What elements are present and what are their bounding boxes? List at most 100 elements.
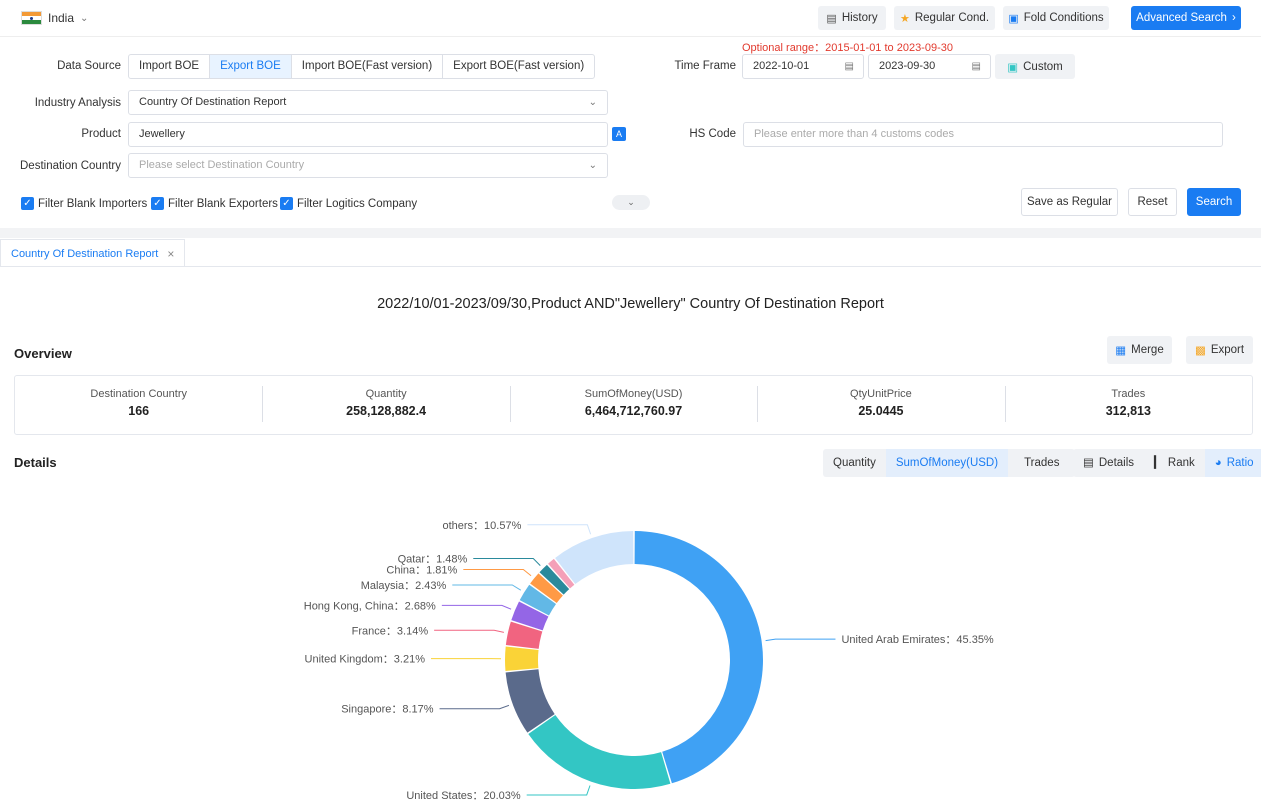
donut-slice[interactable] bbox=[519, 584, 557, 616]
hs-code-label: HS Code bbox=[689, 128, 736, 140]
donut-slice[interactable] bbox=[528, 715, 671, 789]
metric-sum-of-money[interactable]: SumOfMoney(USD) bbox=[885, 449, 1009, 477]
donut-label: France：3.14% bbox=[352, 625, 429, 637]
fold-conditions-button[interactable]: ▣ Fold Conditions bbox=[1003, 6, 1109, 30]
fold-icon: ▣ bbox=[1008, 12, 1019, 25]
hs-code-input[interactable]: Please enter more than 4 customs codes bbox=[743, 122, 1223, 147]
custom-icon: ▣ bbox=[1007, 61, 1019, 74]
checkbox-checked-icon: ✓ bbox=[21, 197, 34, 210]
reset-button[interactable]: Reset bbox=[1128, 188, 1177, 216]
donut-label-line bbox=[434, 629, 505, 633]
expand-conditions-toggle[interactable]: ⌄ bbox=[612, 195, 650, 210]
data-source-label: Data Source bbox=[57, 60, 121, 72]
donut-slice[interactable] bbox=[511, 601, 549, 631]
stat-value: 25.0445 bbox=[858, 404, 904, 418]
filter-logistics-checkbox[interactable]: ✓ Filter Logitics Company bbox=[280, 197, 417, 210]
stat-value: 312,813 bbox=[1105, 404, 1151, 418]
history-label: History bbox=[841, 12, 878, 24]
donut-slice[interactable] bbox=[555, 531, 634, 585]
donut-slice[interactable] bbox=[505, 621, 543, 649]
top-bar: India ⌄ ▤ History ★ Regular Cond. ▣ Fold… bbox=[0, 0, 1261, 37]
country-label: India bbox=[48, 11, 75, 25]
donut-label: United Arab Emirates：45.35% bbox=[841, 634, 993, 646]
save-as-regular-button[interactable]: Save as Regular bbox=[1021, 188, 1118, 216]
stat-label: QtyUnitPrice bbox=[850, 388, 912, 400]
view-details-label: Details bbox=[1098, 457, 1135, 469]
data-source-export-boe-fast[interactable]: Export BOE(Fast version) bbox=[453, 60, 585, 72]
donut-label: Malaysia：2.43% bbox=[361, 580, 447, 592]
tab-country-of-destination-report[interactable]: Country Of Destination Report × bbox=[0, 239, 186, 267]
product-input[interactable]: Jewellery bbox=[128, 122, 608, 147]
donut-label: Qatar：1.48% bbox=[398, 554, 468, 566]
fold-conditions-label: Fold Conditions bbox=[1023, 12, 1104, 24]
stat-value: 6,464,712,760.97 bbox=[584, 404, 683, 418]
donut-slice[interactable] bbox=[548, 558, 575, 589]
donut-slice[interactable] bbox=[634, 531, 763, 784]
data-source-import-boe-fast[interactable]: Import BOE(Fast version) bbox=[292, 55, 444, 78]
custom-range-button[interactable]: ▣ Custom bbox=[995, 54, 1075, 79]
tab-underline bbox=[0, 266, 1261, 267]
stat-trades: Trades 312,813 bbox=[1004, 376, 1252, 434]
donut-slice[interactable] bbox=[539, 564, 570, 595]
industry-analysis-value: Country Of Destination Report bbox=[139, 96, 287, 108]
regular-cond-button[interactable]: ★ Regular Cond. bbox=[894, 6, 995, 30]
product-value: Jewellery bbox=[139, 128, 185, 140]
stat-label: Trades bbox=[1111, 388, 1146, 400]
donut-label-line bbox=[527, 524, 592, 535]
donut-slice[interactable] bbox=[505, 669, 555, 733]
filter-blank-importers-checkbox[interactable]: ✓ Filter Blank Importers bbox=[21, 197, 147, 210]
donut-label: others：10.57% bbox=[442, 520, 521, 532]
destination-country-placeholder: Please select Destination Country bbox=[139, 159, 305, 171]
industry-analysis-select[interactable]: Country Of Destination Report ⌄ bbox=[128, 90, 608, 115]
product-label: Product bbox=[81, 128, 121, 140]
view-ratio-label: Ratio bbox=[1226, 457, 1254, 469]
stat-sum-of-money: SumOfMoney(USD) 6,464,712,760.97 bbox=[509, 376, 757, 434]
date-from-field[interactable]: 2022-10-01 ▤ bbox=[742, 54, 864, 79]
donut-label: United Kingdom：3.21% bbox=[305, 654, 426, 666]
filter-blank-exporters-checkbox[interactable]: ✓ Filter Blank Exporters bbox=[151, 197, 278, 210]
stat-qty-unit-price: QtyUnitPrice 25.0445 bbox=[757, 376, 1004, 434]
stat-quantity: Quantity 258,128,882.4 bbox=[262, 376, 509, 434]
stat-value: 258,128,882.4 bbox=[346, 404, 427, 418]
country-selector[interactable]: India ⌄ bbox=[48, 11, 88, 25]
donut-slice[interactable] bbox=[505, 646, 539, 671]
history-button[interactable]: ▤ History bbox=[818, 6, 886, 30]
view-ratio[interactable]: ◕ Ratio bbox=[1204, 449, 1261, 477]
date-to-value: 2023-09-30 bbox=[879, 60, 936, 72]
regular-cond-label: Regular Cond. bbox=[914, 12, 990, 24]
destination-country-select[interactable]: Please select Destination Country ⌄ bbox=[128, 153, 608, 178]
donut-label-line bbox=[765, 638, 836, 642]
tab-label: Country Of Destination Report bbox=[11, 247, 159, 260]
date-to-field[interactable]: 2023-09-30 ▤ bbox=[868, 54, 991, 79]
filter-blank-exporters-label: Filter Blank Exporters bbox=[168, 197, 278, 210]
view-switch: ▤ Details ▎ Rank ◕ Ratio bbox=[1073, 449, 1261, 477]
history-icon: ▤ bbox=[826, 12, 837, 25]
export-button[interactable]: ▩ Export bbox=[1186, 336, 1253, 364]
advanced-search-button[interactable]: Advanced Search › bbox=[1131, 6, 1241, 30]
view-details[interactable]: ▤ Details bbox=[1073, 449, 1144, 477]
view-rank[interactable]: ▎ Rank bbox=[1144, 449, 1205, 477]
translate-icon[interactable]: A bbox=[612, 127, 626, 141]
stat-label: Destination Country bbox=[90, 388, 187, 400]
india-flag-icon bbox=[21, 11, 42, 25]
merge-button[interactable]: ▦ Merge bbox=[1107, 336, 1172, 364]
calendar-icon: ▤ bbox=[844, 61, 854, 72]
metric-quantity[interactable]: Quantity bbox=[833, 457, 876, 469]
data-source-export-boe[interactable]: Export BOE bbox=[210, 55, 292, 78]
star-icon: ★ bbox=[899, 12, 910, 25]
section-divider bbox=[0, 228, 1261, 238]
calendar-icon: ▤ bbox=[971, 61, 981, 72]
donut-slice[interactable] bbox=[530, 573, 563, 604]
data-source-import-boe[interactable]: Import BOE bbox=[129, 55, 211, 78]
report-title: 2022/10/01-2023/09/30,Product AND"Jewell… bbox=[377, 296, 884, 312]
search-button[interactable]: Search bbox=[1187, 188, 1241, 216]
industry-analysis-label: Industry Analysis bbox=[34, 97, 121, 109]
checkbox-checked-icon: ✓ bbox=[280, 197, 293, 210]
donut-label: Singapore：8.17% bbox=[341, 704, 434, 716]
close-icon[interactable]: × bbox=[167, 246, 175, 261]
time-frame-label: Time Frame bbox=[674, 60, 736, 72]
donut-label-line bbox=[441, 604, 512, 610]
metric-trades[interactable]: Trades bbox=[1024, 457, 1060, 469]
details-title: Details bbox=[14, 455, 57, 470]
destination-country-label: Destination Country bbox=[20, 160, 121, 172]
